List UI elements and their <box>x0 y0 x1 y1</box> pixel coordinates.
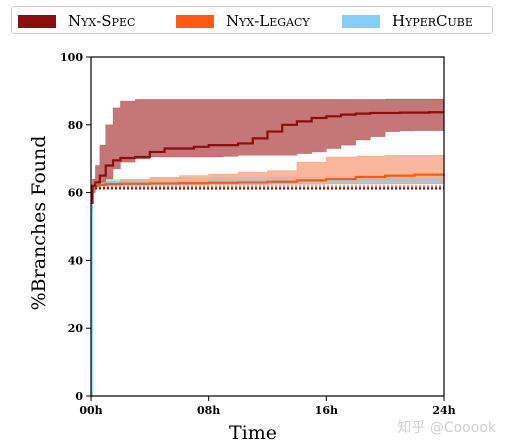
x-tick-label: 00h <box>79 404 102 417</box>
legend-swatch-nyx-spec <box>18 14 56 28</box>
y-tick-label: 60 <box>68 187 84 200</box>
band-hypercube <box>91 175 445 397</box>
x-axis-label: Time <box>229 422 277 444</box>
axis-ticks: 0 20 40 60 80 100 00h 08h 16h 24h <box>60 51 456 417</box>
legend-label-nyx-spec: Nyx-Spec <box>68 12 136 30</box>
legend-swatch-nyx-legacy <box>176 14 214 28</box>
x-tick-label: 24h <box>432 404 455 417</box>
x-tick-label: 16h <box>315 404 338 417</box>
watermark: 知乎 @Cooook <box>397 420 496 436</box>
line-nyx-spec <box>91 111 444 204</box>
y-tick-label: 40 <box>68 254 84 267</box>
y-tick-label: 0 <box>75 390 83 403</box>
legend-swatch-hypercube <box>342 14 380 28</box>
x-tick-label: 08h <box>197 404 220 417</box>
legend-item-hypercube: HyperCube <box>342 12 473 30</box>
y-axis-label: %Branches Found <box>28 136 50 311</box>
plot-area <box>90 98 446 398</box>
y-tick-label: 20 <box>68 322 84 335</box>
y-tick-label: 100 <box>60 51 83 64</box>
legend-label-hypercube: HyperCube <box>392 12 473 30</box>
legend-item-nyx-legacy: Nyx-Legacy <box>176 12 310 30</box>
legend: Nyx-Spec Nyx-Legacy HyperCube <box>11 6 493 34</box>
line-hypercube <box>90 178 446 398</box>
line-nyx-legacy <box>91 173 446 204</box>
y-tick-label: 80 <box>68 119 84 132</box>
legend-label-nyx-legacy: Nyx-Legacy <box>226 12 310 30</box>
plot-frame <box>90 56 445 397</box>
band-nyx-spec <box>90 98 445 210</box>
legend-item-nyx-spec: Nyx-Spec <box>18 12 135 30</box>
